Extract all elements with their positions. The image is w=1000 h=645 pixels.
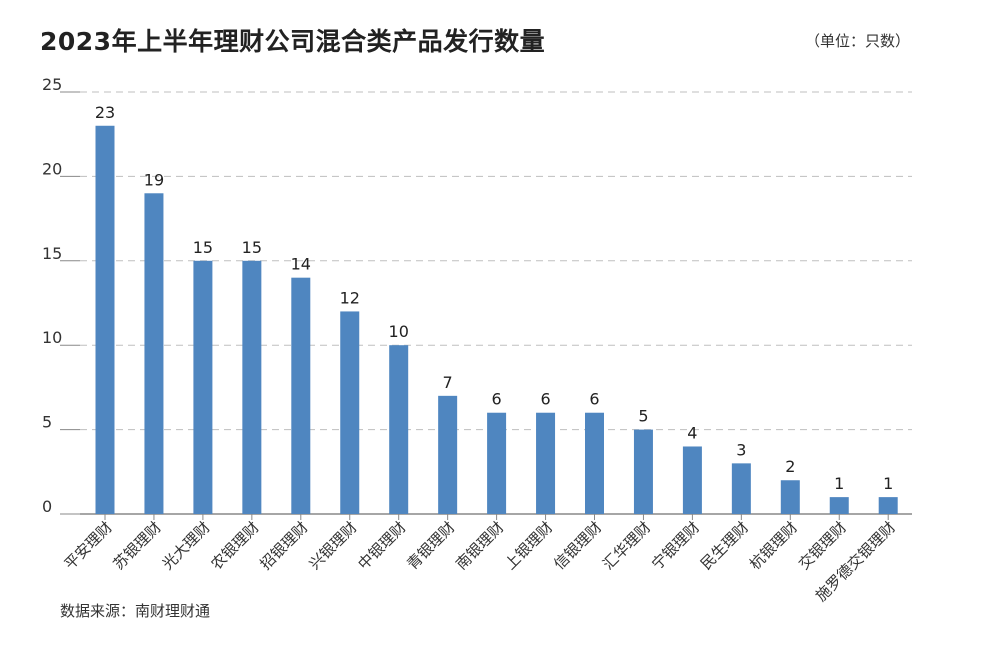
category-label: 苏银理财 [110, 518, 165, 573]
bar-苏银理财 [144, 193, 164, 514]
y-tick-label: 5 [42, 413, 52, 432]
category-label: 中银理财 [354, 518, 409, 573]
data-label: 5 [638, 407, 648, 426]
data-label: 1 [834, 474, 844, 493]
data-label: 15 [242, 238, 262, 257]
bar-中银理财 [389, 345, 409, 514]
bar-农银理财 [242, 260, 262, 514]
bar-招银理财 [291, 277, 311, 514]
y-tick-label: 0 [42, 497, 52, 516]
category-label: 平安理财 [61, 518, 116, 573]
bar-青银理财 [438, 395, 458, 514]
bar-光大理财 [193, 260, 213, 514]
data-label: 4 [687, 423, 697, 442]
data-label: 2 [785, 457, 795, 476]
data-label: 10 [389, 322, 409, 341]
category-label: 青银理财 [403, 518, 458, 573]
data-label: 12 [340, 288, 360, 307]
bar-汇华理财 [633, 429, 653, 514]
data-label: 6 [540, 390, 550, 409]
bar-平安理财 [95, 125, 115, 514]
data-label: 6 [589, 390, 599, 409]
category-label: 民生理财 [697, 518, 752, 573]
category-label: 杭银理财 [746, 518, 801, 573]
bar-交银理财 [829, 497, 849, 514]
bar-上银理财 [536, 412, 556, 514]
category-label: 汇华理财 [599, 518, 654, 573]
data-label: 1 [883, 474, 893, 493]
y-tick-label: 10 [42, 328, 62, 347]
category-label: 上银理财 [501, 518, 556, 573]
category-label: 农银理财 [208, 518, 263, 573]
y-tick-label: 25 [42, 75, 62, 94]
data-label: 19 [144, 170, 164, 189]
y-tick-label: 20 [42, 159, 62, 178]
grid-lines [60, 91, 912, 520]
category-label: 兴银理财 [305, 518, 360, 573]
data-label: 14 [291, 255, 311, 274]
unit-note: （单位：只数） [804, 32, 910, 50]
y-tick-label: 15 [42, 244, 62, 263]
category-label: 南银理财 [452, 518, 507, 573]
category-label: 光大理财 [159, 518, 214, 573]
category-label: 信银理财 [550, 518, 605, 573]
data-label: 3 [736, 440, 746, 459]
bar-施罗德交银理财 [878, 497, 898, 514]
category-label: 宁银理财 [648, 518, 703, 573]
data-label: 7 [443, 373, 453, 392]
bar-信银理财 [585, 412, 604, 514]
bar-杭银理财 [780, 480, 800, 514]
bar-兴银理财 [340, 311, 360, 514]
bar-南银理财 [487, 412, 507, 514]
labels: 051015202523平安理财19苏银理财15光大理财15农银理财14招银理财… [42, 75, 899, 605]
data-label: 15 [193, 238, 213, 257]
data-source: 数据来源：南财理财通 [60, 602, 211, 620]
bar-民生理财 [731, 463, 751, 514]
chart-title: 2023年上半年理财公司混合类产品发行数量 [40, 27, 546, 56]
data-label: 6 [492, 390, 502, 409]
data-label: 23 [95, 103, 115, 122]
bars [95, 125, 898, 514]
bar-宁银理财 [682, 446, 702, 514]
category-label: 招银理财 [256, 518, 311, 573]
